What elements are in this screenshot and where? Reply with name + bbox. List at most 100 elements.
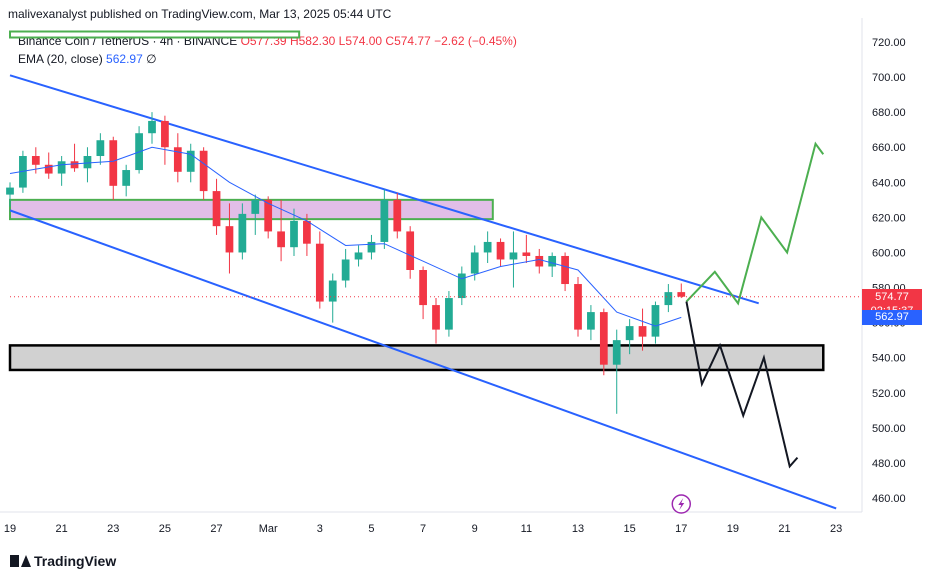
brand[interactable]: TradingView — [10, 553, 116, 569]
x-tick-label: 19 — [4, 523, 16, 535]
ema-price-text: 562.97 — [875, 311, 909, 324]
x-tick-label: 17 — [675, 523, 687, 535]
candle-body — [393, 199, 402, 232]
x-tick-label: 23 — [107, 523, 119, 535]
candle-body — [470, 252, 479, 274]
chart-extras — [10, 296, 862, 514]
candle-body — [651, 305, 660, 337]
candle-body — [57, 161, 66, 174]
x-tick-label: 15 — [624, 523, 636, 535]
candle-body — [548, 255, 557, 267]
candle-body — [638, 326, 647, 337]
candle-body — [535, 255, 544, 267]
x-tick-label: 11 — [521, 523, 532, 535]
x-axis[interactable]: 19 21 23 25 27 Mar 3 5 7 9 11 13 15 17 19 21 23 — [0, 511, 862, 535]
publisher-line: malivexanalyst published on TradingView.… — [8, 7, 392, 21]
ema-hidden-icon[interactable]: ∅ — [146, 52, 157, 66]
x-tick-label: 5 — [368, 523, 374, 535]
candle-body — [70, 161, 79, 169]
candle-body — [225, 226, 234, 253]
y-tick-label: 620.00 — [872, 212, 906, 224]
x-tick-label: 21 — [778, 523, 790, 535]
candle-body — [264, 199, 273, 232]
candle-body — [96, 140, 105, 157]
candle-body — [173, 147, 182, 172]
candle-body — [328, 280, 337, 302]
x-tick-label: 27 — [210, 523, 222, 535]
ema-price-tag: 562.97 — [862, 310, 922, 326]
projections — [685, 141, 825, 469]
change-value: −2.62 (−0.45%) — [434, 34, 517, 48]
candle-body — [419, 270, 427, 306]
candle-body — [277, 231, 285, 248]
candle-body — [483, 241, 492, 253]
candle-body — [44, 164, 53, 174]
y-tick-label: 600.00 — [872, 247, 906, 259]
y-tick-label: 480.00 — [872, 458, 906, 470]
lightning-bolt-icon — [678, 498, 685, 510]
y-tick-label: 660.00 — [872, 142, 906, 154]
y-tick-label: 500.00 — [872, 423, 906, 435]
candle-body — [148, 120, 156, 134]
candle-body — [6, 187, 14, 195]
projection-down-path — [685, 301, 799, 469]
candle-body — [109, 140, 118, 186]
x-tick-label: 13 — [572, 523, 584, 535]
candle-body — [677, 292, 686, 297]
candle-body — [509, 252, 518, 260]
candles — [6, 112, 686, 414]
candle-body — [303, 220, 311, 244]
candle-body — [496, 241, 505, 260]
candle-body — [587, 312, 595, 330]
y-tick-label: 640.00 — [872, 177, 906, 189]
low-value: L574.00 — [338, 34, 383, 48]
brand-text: TradingView — [34, 553, 117, 569]
x-tick-label: 9 — [472, 523, 478, 535]
candle-body — [290, 220, 298, 248]
high-value: H582.30 — [289, 34, 336, 48]
candle-body — [122, 170, 131, 186]
tradingview-logo-icon — [10, 555, 31, 567]
y-tick-label: 520.00 — [872, 388, 906, 400]
candle-body — [315, 243, 324, 302]
x-tick-label: 21 — [56, 523, 68, 535]
candle-body — [354, 252, 363, 260]
y-tick-label: 460.00 — [872, 493, 906, 505]
x-tick-label: 19 — [727, 523, 739, 535]
candle-body — [664, 292, 673, 306]
candle-body — [445, 298, 453, 330]
ema-value: 562.97 — [106, 52, 143, 66]
zones — [8, 30, 825, 372]
x-tick-label: 23 — [830, 523, 842, 535]
candle-body — [561, 255, 569, 285]
x-tick-label: 3 — [317, 523, 323, 535]
candle-body — [238, 213, 247, 253]
y-tick-label: 700.00 — [872, 72, 906, 84]
candle-body — [380, 199, 389, 242]
candle-body — [574, 284, 582, 330]
projection-up-path — [685, 141, 825, 306]
channel-lower-line — [9, 209, 837, 510]
candle-body — [186, 150, 195, 172]
candle-body — [432, 305, 440, 330]
ema-line — [9, 146, 682, 327]
y-axis[interactable]: 460.00480.00500.00520.00540.00560.00580.… — [861, 18, 906, 512]
close-value: C574.77 — [385, 34, 431, 48]
ema-label: EMA (20, close) — [18, 52, 103, 66]
candle-body — [599, 312, 608, 365]
y-tick-label: 720.00 — [872, 37, 906, 49]
y-tick-label: 540.00 — [872, 353, 906, 365]
x-tick-label: Mar — [259, 523, 278, 535]
candle-body — [31, 156, 40, 165]
candle-body — [406, 231, 415, 270]
x-tick-label: 25 — [159, 523, 171, 535]
top-zone-fragment — [9, 30, 301, 39]
candle-body — [457, 273, 466, 299]
last-price-text: 574.77 — [875, 290, 909, 303]
candle-body — [522, 252, 531, 256]
ema-legend[interactable]: EMA (20, close) 562.97 ∅ — [18, 52, 157, 66]
candle-body — [612, 340, 621, 365]
candle-body — [251, 199, 260, 214]
candle-body — [161, 120, 169, 148]
